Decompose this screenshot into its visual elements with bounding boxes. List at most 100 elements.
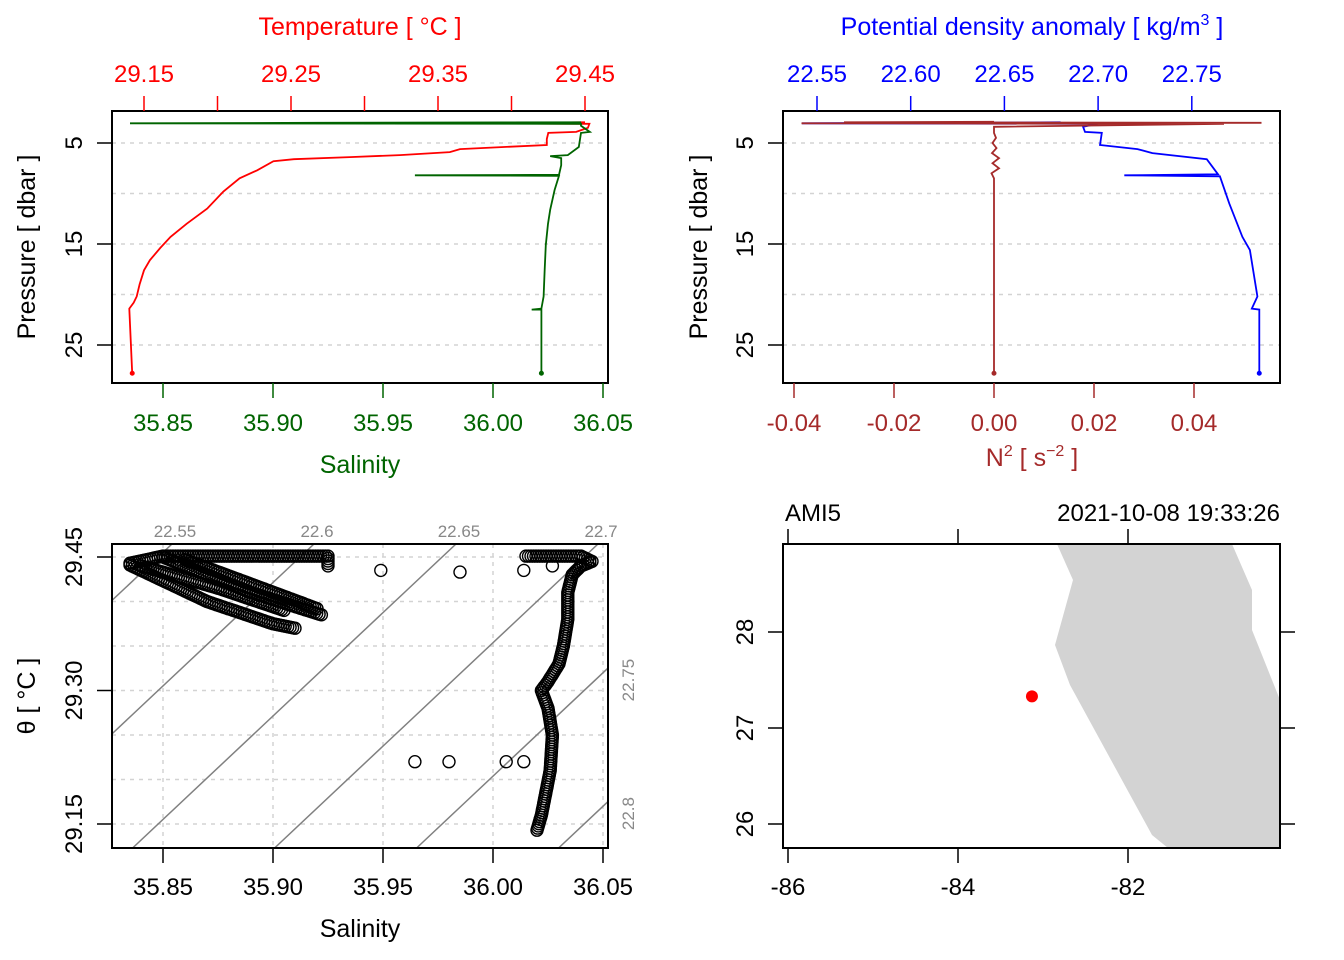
isopycnal-line bbox=[112, 544, 315, 735]
theta-tick-label: 29.45 bbox=[61, 527, 88, 587]
salinity-end-point bbox=[538, 370, 544, 376]
pressure-tick-label: 15 bbox=[732, 231, 759, 258]
salinity-tick-label: 36.05 bbox=[573, 410, 633, 437]
pressure-tick-label: 5 bbox=[732, 136, 759, 149]
ts-point bbox=[499, 755, 513, 769]
latitude-tick-label: 26 bbox=[732, 811, 759, 838]
ts-salinity-tick-label: 36.05 bbox=[573, 874, 633, 901]
latitude-tick-label: 28 bbox=[732, 619, 759, 646]
pressure-axis-title-2: Pressure [ dbar ] bbox=[685, 155, 713, 340]
longitude-tick-label: -82 bbox=[1111, 874, 1146, 901]
n2-title-end: ] bbox=[1064, 444, 1078, 472]
theta-axis-title: θ [ °C ] bbox=[13, 658, 41, 735]
ts-salinity-axis-title: Salinity bbox=[320, 915, 401, 943]
ts-salinity-tick-label: 35.90 bbox=[243, 874, 303, 901]
longitude-tick-label: -84 bbox=[941, 874, 976, 901]
sigma-tick-label: 22.75 bbox=[1162, 61, 1222, 88]
density-title-end: ] bbox=[1209, 13, 1223, 41]
isopycnal-label: 22.8 bbox=[619, 797, 638, 830]
sigma-tick-label: 22.55 bbox=[787, 61, 847, 88]
theta-tick-label: 29.30 bbox=[61, 660, 88, 720]
temperature-tick-label: 29.25 bbox=[261, 61, 321, 88]
ts-point bbox=[517, 563, 531, 578]
salinity-tick-label: 36.00 bbox=[463, 410, 523, 437]
n2-tick-label: 0.04 bbox=[1171, 410, 1218, 437]
ts-salinity-tick-label: 35.95 bbox=[353, 874, 413, 901]
ts-point bbox=[374, 563, 388, 578]
n2-tick-label: 0.00 bbox=[971, 410, 1018, 437]
pressure-tick-label: 25 bbox=[732, 332, 759, 359]
ts-salinity-tick-label: 35.85 bbox=[133, 874, 193, 901]
salinity-axis-title: Salinity bbox=[320, 451, 401, 479]
pressure-tick-label: 5 bbox=[61, 136, 88, 149]
ts-point bbox=[321, 559, 335, 573]
salinity-tick-label: 35.85 bbox=[133, 410, 193, 437]
salinity-line bbox=[129, 121, 593, 374]
isopycnal-line bbox=[274, 544, 599, 848]
station-map-panel: -86 -84 -82 26 27 28 bbox=[732, 529, 1295, 901]
theta-tick-label: 29.15 bbox=[61, 794, 88, 854]
n2-tick-label: 0.02 bbox=[1071, 410, 1118, 437]
density-title-text: Potential density anomaly [ kg/m bbox=[841, 13, 1201, 41]
ts-point bbox=[453, 565, 467, 579]
pressure-axis-title-1: Pressure [ dbar ] bbox=[13, 155, 41, 340]
ts-diagram-panel: 22.55 22.6 22.65 22.7 22.75 22.8 35.85 35.90 35.… bbox=[61, 522, 638, 901]
station-name: AMI5 bbox=[785, 500, 841, 527]
latitude-tick-label: 27 bbox=[732, 715, 759, 742]
ts-point bbox=[277, 603, 291, 618]
density-title-sup: 3 bbox=[1201, 12, 1210, 29]
temperature-tick-label: 29.45 bbox=[555, 61, 615, 88]
profile-density-panel: 22.55 22.60 22.65 22.70 22.75 -0.04 -0.02 0.00 0… bbox=[732, 61, 1281, 437]
ts-point bbox=[442, 755, 456, 769]
ts-point bbox=[408, 755, 422, 769]
ts-point bbox=[519, 549, 533, 563]
sigma-tick-label: 22.70 bbox=[1068, 61, 1128, 88]
temperature-axis-title: Temperature [ °C ] bbox=[258, 13, 461, 41]
pressure-tick-label: 15 bbox=[61, 231, 88, 258]
isopycnal-line bbox=[132, 544, 457, 848]
longitude-tick-label: -86 bbox=[771, 874, 806, 901]
plot-frame bbox=[782, 110, 1281, 384]
n2-title-sup: 2 bbox=[1004, 443, 1013, 460]
isopycnal-label: 22.65 bbox=[438, 522, 481, 541]
ts-point bbox=[288, 621, 302, 635]
n2-title-sup2: −2 bbox=[1046, 443, 1064, 460]
plot-frame bbox=[782, 543, 1281, 849]
ts-point bbox=[310, 601, 324, 616]
station-marker bbox=[1025, 690, 1038, 703]
land-polygon bbox=[1055, 544, 1280, 848]
temperature-end-point bbox=[129, 370, 135, 376]
n2-line bbox=[801, 120, 1262, 374]
n2-title-n: N bbox=[986, 444, 1004, 472]
ts-point bbox=[545, 559, 560, 573]
station-time: 2021-10-08 19:33:26 bbox=[1057, 500, 1280, 527]
temperature-line bbox=[128, 121, 591, 374]
ts-point bbox=[517, 755, 531, 769]
salinity-tick-label: 35.95 bbox=[353, 410, 413, 437]
isopycnal-label: 22.55 bbox=[154, 522, 197, 541]
n2-end-point bbox=[991, 370, 997, 376]
isopycnal-label: 22.6 bbox=[300, 522, 333, 541]
sigma-line bbox=[801, 121, 1261, 374]
plot-frame bbox=[111, 110, 609, 384]
n2-axis-title: N2 [ s−2 ] bbox=[986, 443, 1078, 472]
pressure-tick-label: 25 bbox=[61, 332, 88, 359]
profile-ts-panel: 29.15 29.25 29.35 29.45 35.85 35.90 35.95 36.00… bbox=[61, 61, 633, 437]
isopycnal-line bbox=[112, 544, 173, 602]
isopycnal-label: 22.75 bbox=[619, 659, 638, 702]
sigma-tick-label: 22.65 bbox=[974, 61, 1034, 88]
sigma-tick-label: 22.60 bbox=[881, 61, 941, 88]
plot-frame bbox=[111, 543, 609, 849]
isopycnal-label: 22.7 bbox=[584, 522, 617, 541]
n2-title-mid: [ s bbox=[1013, 444, 1046, 472]
sigma-end-point bbox=[1256, 370, 1262, 376]
n2-tick-label: -0.02 bbox=[867, 410, 922, 437]
isopycnal-line bbox=[416, 667, 608, 848]
density-axis-title: Potential density anomaly [ kg/m3 ] bbox=[841, 12, 1224, 41]
temperature-tick-label: 29.15 bbox=[114, 61, 174, 88]
n2-tick-label: -0.04 bbox=[767, 410, 822, 437]
ts-salinity-tick-label: 36.00 bbox=[463, 874, 523, 901]
salinity-tick-label: 35.90 bbox=[243, 410, 303, 437]
temperature-tick-label: 29.35 bbox=[408, 61, 468, 88]
